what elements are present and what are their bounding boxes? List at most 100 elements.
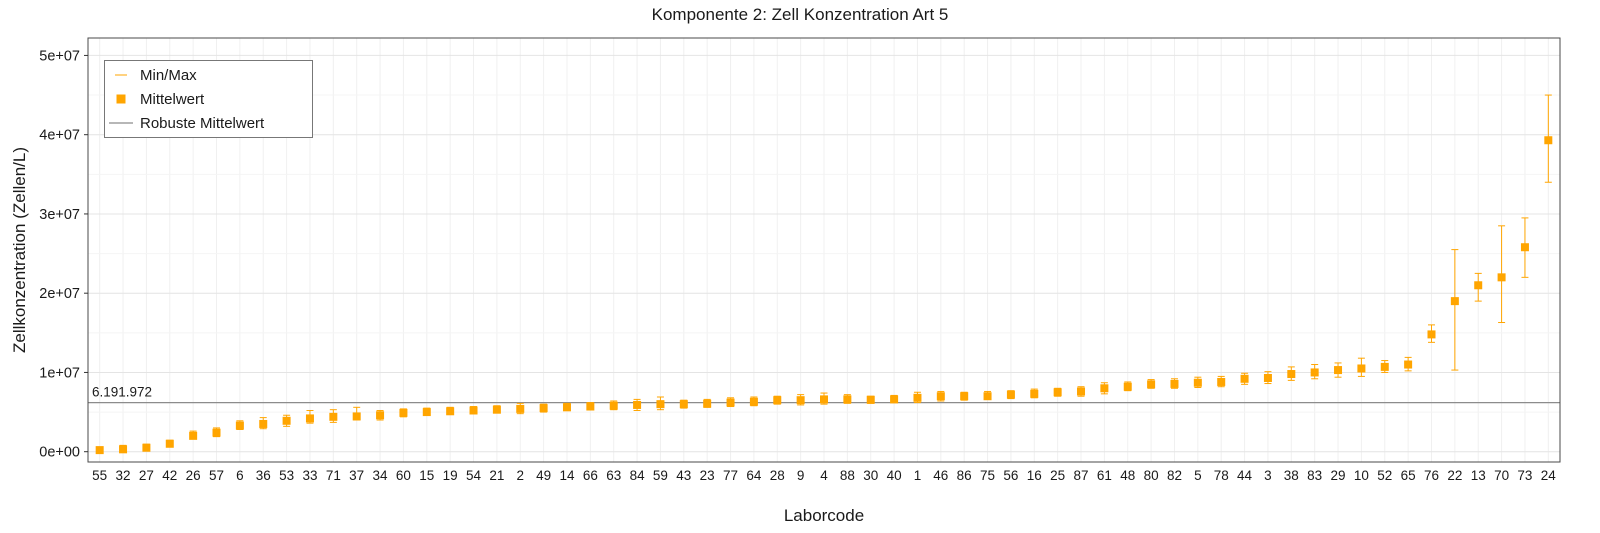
mean-point xyxy=(376,411,385,420)
lab-21 xyxy=(492,405,501,414)
lab-37 xyxy=(352,406,361,421)
mean-point xyxy=(866,395,875,404)
x-tick-label: 77 xyxy=(723,468,738,483)
x-tick-label: 55 xyxy=(92,468,107,483)
legend-label: Mittelwert xyxy=(140,91,205,108)
x-tick-label: 63 xyxy=(606,468,621,483)
lab-53 xyxy=(282,414,291,427)
x-tick-label: 56 xyxy=(1003,468,1018,483)
lab-9 xyxy=(796,394,805,406)
x-tick-label: 61 xyxy=(1097,468,1112,483)
lab-75 xyxy=(983,390,992,401)
lab-65 xyxy=(1404,356,1413,372)
lab-54 xyxy=(469,406,478,415)
mean-point xyxy=(1497,273,1506,282)
mean-point xyxy=(399,408,408,417)
mean-point xyxy=(1263,373,1272,382)
lab-56 xyxy=(1006,390,1015,400)
y-tick-label: 3e+07 xyxy=(39,207,80,223)
x-tick-label: 43 xyxy=(676,468,691,483)
robust-mean-label: 6.191.972 xyxy=(92,385,152,400)
x-tick-label: 25 xyxy=(1050,468,1065,483)
x-tick-label: 6 xyxy=(236,468,244,483)
y-tick-label: 4e+07 xyxy=(39,128,80,144)
mean-point xyxy=(165,439,174,448)
mean-point xyxy=(1427,330,1436,339)
x-tick-label: 27 xyxy=(139,468,154,483)
legend: Min/Max Mittelwert Robuste Mittelwert xyxy=(104,60,313,138)
x-tick-label: 75 xyxy=(980,468,995,483)
mean-point xyxy=(95,446,104,455)
x-tick-label: 3 xyxy=(1264,468,1272,483)
mean-point xyxy=(656,400,665,409)
mean-point xyxy=(960,392,969,401)
mean-point xyxy=(1193,378,1202,387)
legend-box xyxy=(104,60,313,138)
x-tick-label: 64 xyxy=(746,468,762,483)
x-tick-label: 22 xyxy=(1447,468,1462,483)
mean-point xyxy=(679,400,688,409)
mean-point xyxy=(516,404,525,413)
mean-point xyxy=(843,395,852,404)
lab-63 xyxy=(609,400,618,411)
mean-point xyxy=(1287,370,1296,379)
lab-32 xyxy=(119,444,128,454)
x-tick-label: 84 xyxy=(630,468,646,483)
x-tick-label: 66 xyxy=(583,468,598,483)
mean-point xyxy=(1520,243,1529,252)
mean-point xyxy=(1053,388,1062,397)
mean-point xyxy=(1147,380,1156,389)
lab-88 xyxy=(843,394,852,404)
mean-point xyxy=(1380,362,1389,371)
mean-point xyxy=(492,405,501,414)
mean-point xyxy=(1450,297,1459,306)
x-tick-label: 76 xyxy=(1424,468,1439,483)
lab-19 xyxy=(446,406,455,416)
lab-38 xyxy=(1287,366,1296,381)
x-axis: 55 32 27 42 26 57 6 36 53 33 71 37 34 60 15 19 54 21 2 49 14… xyxy=(92,468,1556,483)
lab-60 xyxy=(399,408,408,418)
x-tick-label: 36 xyxy=(256,468,271,483)
mean-point xyxy=(586,402,595,411)
mean-point xyxy=(913,393,922,402)
panel-border xyxy=(87,37,1561,463)
lab-76 xyxy=(1427,324,1436,343)
legend-mean-icon xyxy=(116,94,126,104)
lab-25 xyxy=(1053,387,1062,397)
x-tick-label: 28 xyxy=(770,468,785,483)
lab-44 xyxy=(1240,372,1249,385)
x-tick-label: 46 xyxy=(933,468,948,483)
lab-78 xyxy=(1217,375,1226,388)
x-tick-label: 1 xyxy=(914,468,922,483)
lab-33 xyxy=(305,409,314,424)
x-tick-label: 87 xyxy=(1074,468,1089,483)
lab-36 xyxy=(259,417,268,430)
lab-80 xyxy=(1147,379,1156,389)
x-tick-label: 14 xyxy=(559,468,575,483)
x-tick-label: 80 xyxy=(1144,468,1159,483)
lab-27 xyxy=(142,443,151,452)
x-tick-label: 9 xyxy=(797,468,805,483)
lab-84 xyxy=(633,398,642,411)
lab-23 xyxy=(703,398,712,408)
lab-61 xyxy=(1100,382,1109,395)
mean-point xyxy=(703,399,712,408)
x-tick-label: 2 xyxy=(516,468,524,483)
mean-point xyxy=(1123,382,1132,391)
lab-59 xyxy=(656,396,665,411)
lab-49 xyxy=(539,403,548,413)
mean-point xyxy=(1334,366,1343,375)
mean-point xyxy=(189,431,198,440)
lab-24 xyxy=(1544,94,1553,183)
x-tick-label: 73 xyxy=(1517,468,1532,483)
lab-15 xyxy=(422,407,431,417)
lab-77 xyxy=(726,397,735,408)
x-tick-label: 33 xyxy=(302,468,317,483)
x-tick-label: 16 xyxy=(1027,468,1042,483)
lab-43 xyxy=(679,399,688,409)
mean-point xyxy=(1240,374,1249,383)
mean-point xyxy=(726,398,735,407)
mean-point xyxy=(633,400,642,409)
x-tick-label: 19 xyxy=(443,468,458,483)
